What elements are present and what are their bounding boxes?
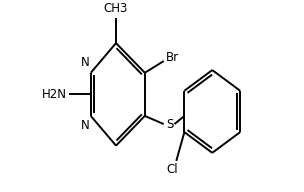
- Text: N: N: [81, 119, 90, 132]
- Text: H2N: H2N: [42, 88, 67, 101]
- Text: N: N: [81, 56, 90, 69]
- Text: S: S: [166, 118, 174, 131]
- Text: Br: Br: [165, 51, 179, 64]
- Text: Cl: Cl: [166, 162, 178, 175]
- Text: CH3: CH3: [104, 2, 128, 15]
